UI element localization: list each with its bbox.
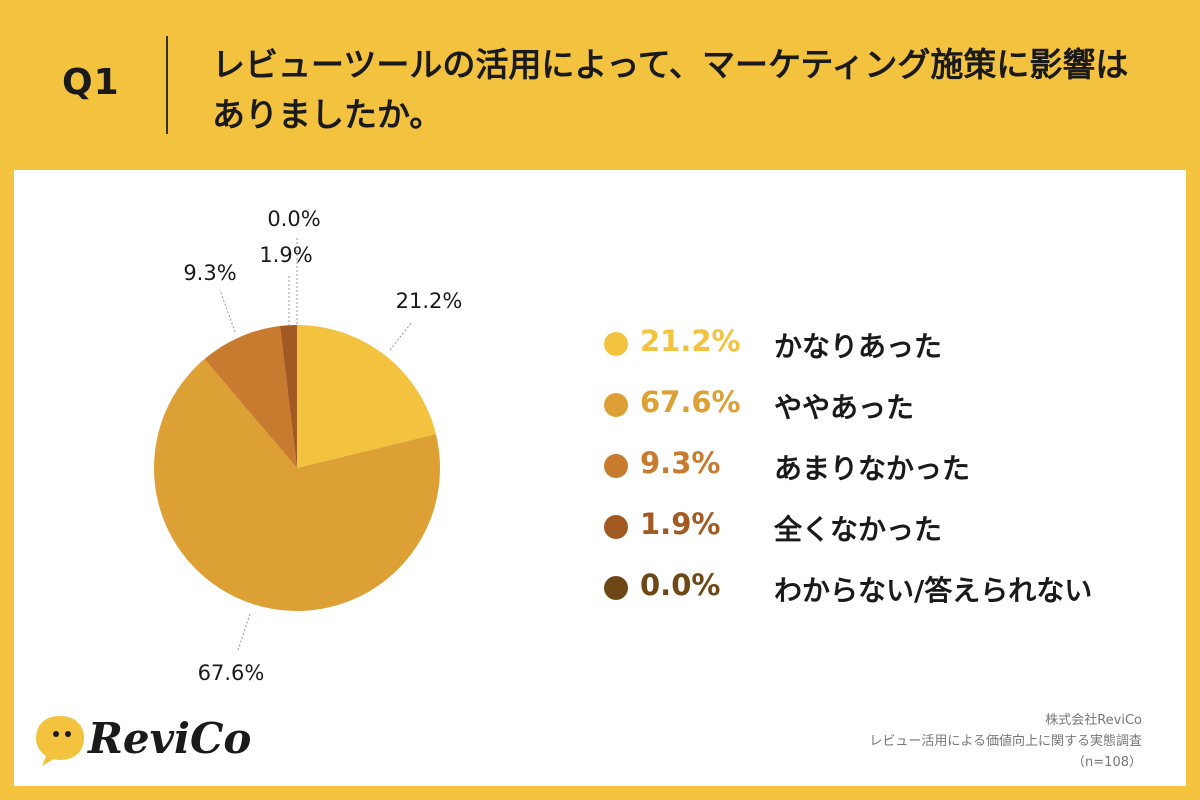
legend-dot-icon	[604, 576, 628, 600]
legend-label: 全くなかった	[774, 513, 943, 546]
legend-label: かなりあった	[774, 330, 943, 363]
header-divider	[166, 36, 168, 134]
leader-line-1	[389, 321, 413, 351]
slice-data-label-4: 1.9%	[259, 243, 312, 267]
pie-slice-1	[297, 325, 436, 468]
legend-dot-icon	[604, 393, 628, 417]
legend-value: 1.9%	[640, 507, 721, 541]
slice-data-label-2: 67.6%	[198, 661, 265, 685]
sample-size: （n=108）	[1072, 755, 1142, 770]
source-note: 株式会社ReviCo レビュー活用による価値向上に関する実態調査 （n=108）	[869, 710, 1142, 773]
speech-bubble-icon	[36, 716, 84, 766]
survey-name: レビュー活用による価値向上に関する実態調査	[869, 734, 1142, 749]
question-number: Q1	[62, 62, 120, 103]
legend-dot-icon	[604, 515, 628, 539]
leader-line-2	[237, 613, 251, 651]
logo-text: ReviCo	[88, 714, 252, 763]
slice-data-label-5: 0.0%	[267, 207, 320, 231]
pie-chart: 21.2% 67.6% 9.3% 1.9% 0.0%	[153, 207, 463, 685]
pie-slice-2	[153, 358, 440, 611]
legend-value: 67.6%	[640, 385, 741, 419]
company-name: 株式会社ReviCo	[1045, 713, 1142, 728]
slice-data-label-3: 9.3%	[183, 261, 236, 285]
legend-item-2: 67.6% ややあった	[604, 381, 1164, 442]
legend-value: 21.2%	[640, 324, 741, 358]
legend-dot-icon	[604, 454, 628, 478]
pie-slice-3	[204, 326, 297, 468]
revico-logo: ReviCo	[32, 710, 262, 780]
legend-item-3: 9.3% あまりなかった	[604, 442, 1164, 503]
legend-item-1: 21.2% かなりあった	[604, 320, 1164, 381]
legend-value: 0.0%	[640, 568, 721, 602]
legend-label: わからない/答えられない	[774, 574, 1093, 607]
leader-line-3	[219, 289, 236, 333]
pie-slice-4	[279, 325, 297, 468]
legend-label: ややあった	[774, 391, 915, 424]
legend-value: 9.3%	[640, 446, 721, 480]
legend-item-5: 0.0% わからない/答えられない	[604, 564, 1164, 625]
legend: 21.2% かなりあった 67.6% ややあった 9.3% あまりなかった 1.9% 全くなか…	[604, 320, 1164, 625]
question-text: レビューツールの活用によって、マーケティング施策に影響はありましたか。	[212, 45, 1129, 134]
legend-item-4: 1.9% 全くなかった	[604, 503, 1164, 564]
slice-data-label-1: 21.2%	[396, 289, 463, 313]
legend-label: あまりなかった	[774, 452, 971, 485]
chart-panel: 21.2% 67.6% 9.3% 1.9% 0.0% 21.2% かなりあった 67.6% や…	[14, 170, 1186, 786]
legend-dot-icon	[604, 332, 628, 356]
